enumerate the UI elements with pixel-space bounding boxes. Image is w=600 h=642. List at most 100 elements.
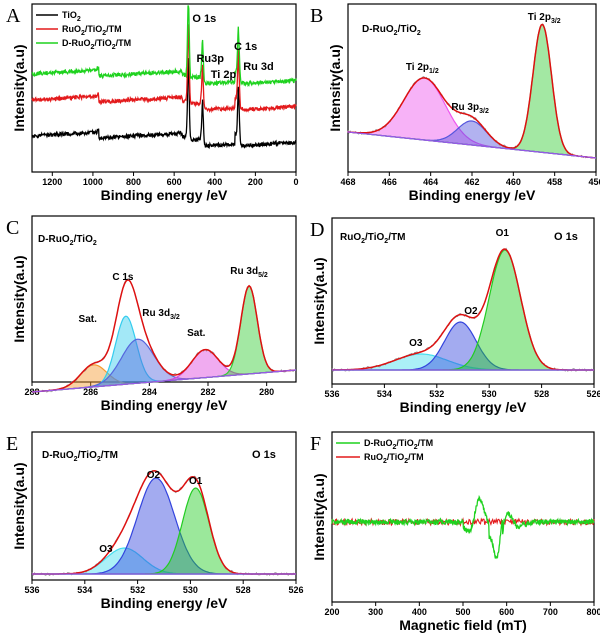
fit-envelope bbox=[31, 279, 295, 393]
series-line bbox=[31, 5, 297, 88]
fit-envelope bbox=[331, 248, 594, 371]
peak-label: Ti 2p1/2 bbox=[406, 62, 439, 75]
panel-letter: A bbox=[6, 5, 21, 27]
plot-frame bbox=[331, 431, 595, 603]
peak-label: O1 bbox=[189, 476, 203, 487]
annotation-label: C 1s bbox=[234, 41, 257, 53]
y-axis-label: Intensity(a.u) bbox=[11, 255, 27, 342]
x-tick-label: 600 bbox=[167, 177, 182, 187]
plot-frame bbox=[31, 215, 297, 383]
peak-label: O2 bbox=[147, 470, 161, 481]
panel-letter: C bbox=[6, 217, 19, 239]
y-axis-label: Intensity(a.u) bbox=[327, 44, 343, 131]
x-tick-label: 300 bbox=[368, 607, 383, 617]
x-tick-label: 284 bbox=[142, 387, 157, 397]
x-tick-label: 200 bbox=[324, 607, 339, 617]
x-tick-label: 282 bbox=[200, 387, 215, 397]
x-tick-label: 528 bbox=[236, 585, 251, 595]
x-axis-label: Binding energy /eV bbox=[101, 397, 228, 413]
peak-label: O1 bbox=[496, 228, 510, 239]
panel-B: B 468 466 464 462 460 458 456 Binding energy /eV… bbox=[310, 3, 600, 203]
x-tick-label: 536 bbox=[24, 585, 39, 595]
series-line bbox=[31, 58, 297, 150]
peak-label: Ru 3d3/2 bbox=[142, 308, 180, 321]
x-axis-label: Binding energy /eV bbox=[101, 187, 228, 203]
annotation-label: Ru3p bbox=[196, 53, 224, 65]
x-tick-label: 534 bbox=[377, 389, 392, 399]
chart-title: RuO2/TiO2/TM bbox=[340, 232, 405, 245]
x-tick-label: 400 bbox=[207, 177, 222, 187]
panel-D: D 536 534 532 530 528 526 Binding energy /eV Int… bbox=[310, 217, 600, 415]
chart-subtitle: O 1s bbox=[252, 449, 276, 461]
x-tick-label: 466 bbox=[382, 177, 397, 187]
chart-title: D-RuO2/TiO2/TM bbox=[42, 450, 118, 463]
x-tick-label: 458 bbox=[547, 177, 562, 187]
x-tick-label: 532 bbox=[130, 585, 145, 595]
legend-label: TiO2 bbox=[62, 10, 81, 23]
panel-letter: B bbox=[310, 5, 323, 27]
legend-label: D-RuO2/TiO2/TM bbox=[364, 438, 433, 451]
plot-frame bbox=[31, 3, 297, 173]
peak-label: Sat. bbox=[79, 314, 98, 325]
chart-title: D-RuO2/TiO2 bbox=[362, 24, 421, 37]
x-tick-label: 532 bbox=[429, 389, 444, 399]
x-tick-label: 464 bbox=[423, 177, 438, 187]
y-axis-label: Intensity(a.u) bbox=[311, 257, 327, 344]
x-tick-label: 600 bbox=[499, 607, 514, 617]
y-axis-label: Intensity(a.u) bbox=[11, 462, 27, 549]
plot-frame bbox=[331, 217, 595, 385]
x-tick-label: 530 bbox=[482, 389, 497, 399]
x-tick-label: 280 bbox=[259, 387, 274, 397]
x-tick-label: 530 bbox=[183, 585, 198, 595]
panel-F: F 200 300 400 500 600 700 800 Magnetic field (mT… bbox=[310, 431, 600, 633]
chart-subtitle: O 1s bbox=[554, 231, 578, 243]
annotation-label: O 1s bbox=[192, 13, 216, 25]
annotation-label: Ti 2p bbox=[211, 69, 237, 81]
x-tick-label: 526 bbox=[288, 585, 303, 595]
x-tick-label: 400 bbox=[412, 607, 427, 617]
y-axis-label: Intensity(a.u) bbox=[11, 44, 27, 131]
annotation-label: Ru 3d bbox=[243, 61, 274, 73]
x-tick-label: 286 bbox=[83, 387, 98, 397]
x-tick-label: 534 bbox=[77, 585, 92, 595]
y-axis-label: Intensity(a.u) bbox=[311, 473, 327, 560]
x-tick-label: 526 bbox=[586, 389, 600, 399]
x-tick-label: 528 bbox=[534, 389, 549, 399]
x-tick-label: 462 bbox=[464, 177, 479, 187]
plot-frame bbox=[347, 3, 597, 173]
x-tick-label: 536 bbox=[324, 389, 339, 399]
legend-label: RuO2/TiO2/TM bbox=[62, 24, 122, 37]
plot-frame bbox=[31, 431, 297, 581]
panel-letter: D bbox=[310, 219, 324, 241]
x-axis-label: Binding energy /eV bbox=[400, 399, 527, 415]
series-line bbox=[31, 24, 297, 114]
peak-label: Sat. bbox=[187, 328, 206, 339]
x-axis-label: Binding energy /eV bbox=[409, 187, 536, 203]
peak-label: Ru 3p3/2 bbox=[451, 102, 489, 115]
legend-label: D-RuO2/TiO2/TM bbox=[62, 38, 131, 51]
peak-label: O2 bbox=[464, 306, 478, 317]
x-tick-label: 0 bbox=[293, 177, 298, 187]
panel-A: A 1200 1000 800 600 400 200 0 Binding energy /eV… bbox=[6, 3, 299, 203]
peak-label: Ti 2p3/2 bbox=[528, 12, 561, 25]
panel-E: E 536 534 532 530 528 526 Binding energy /eV Int… bbox=[6, 431, 304, 611]
fit-envelope bbox=[347, 23, 596, 159]
x-tick-label: 460 bbox=[506, 177, 521, 187]
x-tick-label: 1200 bbox=[42, 177, 62, 187]
baseline bbox=[31, 369, 297, 393]
peak-label: O3 bbox=[409, 338, 423, 349]
x-tick-label: 700 bbox=[543, 607, 558, 617]
x-tick-label: 1000 bbox=[83, 177, 103, 187]
chart-title: D-RuO2/TiO2 bbox=[38, 234, 97, 247]
panel-letter: F bbox=[310, 433, 321, 455]
x-tick-label: 500 bbox=[455, 607, 470, 617]
peak-label: Ru 3d5/2 bbox=[230, 266, 268, 279]
series-line bbox=[331, 494, 595, 560]
baseline bbox=[347, 131, 597, 159]
peak-label: O3 bbox=[99, 544, 113, 555]
legend-label: RuO2/TiO2/TM bbox=[364, 452, 424, 465]
x-axis-label: Magnetic field (mT) bbox=[399, 617, 527, 633]
peak-label: C 1s bbox=[112, 272, 134, 283]
